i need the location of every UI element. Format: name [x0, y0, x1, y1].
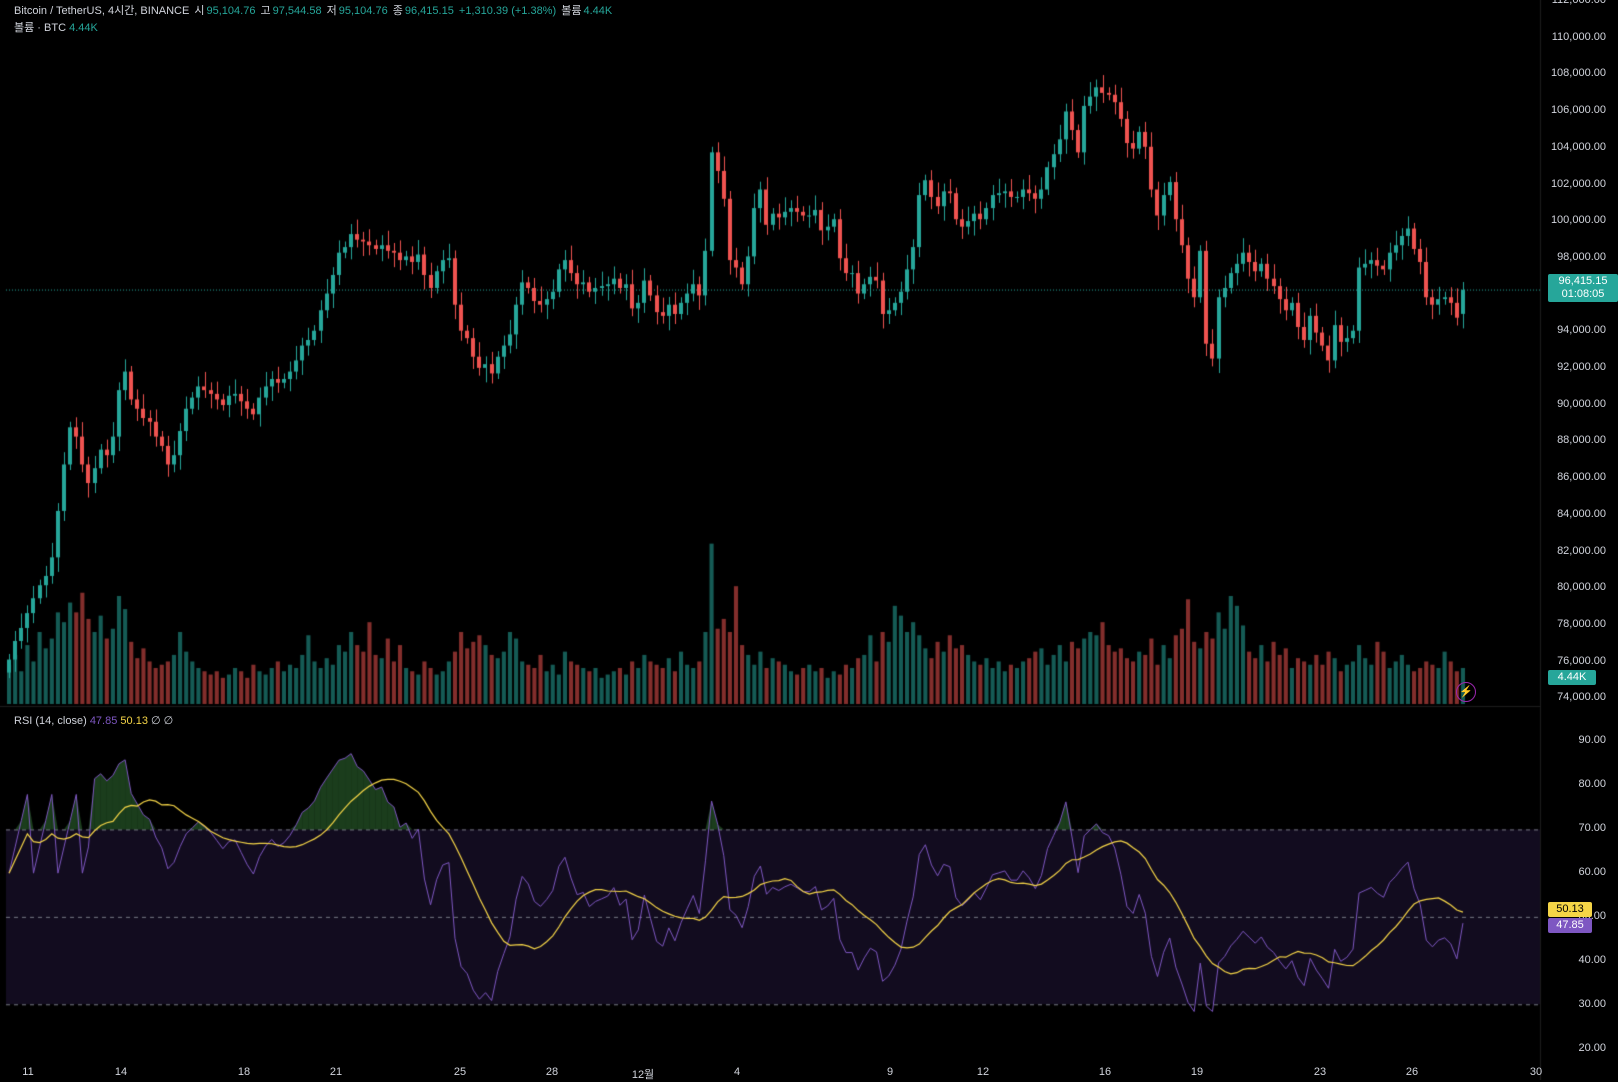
time-tick: 12	[976, 1066, 990, 1078]
rsi-tick: 80.00	[1578, 778, 1606, 790]
price-tick: 78,000.00	[1557, 617, 1606, 630]
rsi-legend-ma: 50.13	[120, 715, 148, 727]
time-tick: 21	[329, 1066, 343, 1078]
time-tick: 16	[1098, 1066, 1112, 1078]
price-tick: 80,000.00	[1557, 581, 1606, 594]
close-label: 종	[392, 5, 403, 17]
rsi-badge: 47.85	[1548, 918, 1592, 933]
close-value: 96,415.15	[404, 5, 454, 17]
volume-badge: 4.44K	[1548, 670, 1596, 685]
bar-countdown: 01:08:05	[1561, 288, 1605, 300]
high-label: 고	[260, 5, 271, 17]
rsi-tick: 30.00	[1578, 998, 1606, 1010]
time-tick: 4	[733, 1066, 741, 1078]
time-tick: 26	[1405, 1066, 1419, 1078]
rsi-tick: 40.00	[1578, 954, 1606, 966]
price-tick: 94,000.00	[1557, 324, 1606, 337]
volume-label: 볼륨	[561, 5, 582, 17]
low-value: 95,104.76	[338, 5, 388, 17]
price-tick: 102,000.00	[1550, 177, 1606, 190]
price-tick: 112,000.00	[1551, 0, 1606, 6]
price-tick: 84,000.00	[1557, 507, 1606, 520]
price-tick: 86,000.00	[1557, 471, 1606, 484]
time-tick: 25	[453, 1066, 467, 1078]
rsi-legend-na1: ∅	[151, 715, 161, 727]
price-tick: 88,000.00	[1557, 434, 1606, 447]
volume-legend-label: 볼륨 · BTC	[14, 22, 67, 34]
rsi-legend-label: RSI (14, close)	[14, 715, 87, 727]
rsi-tick: 20.00	[1578, 1042, 1606, 1054]
time-tick: 18	[237, 1066, 251, 1078]
symbol-legend: Bitcoin / TetherUS, 4시간, BINANCE 시 95,104…	[14, 2, 614, 18]
price-tick: 98,000.00	[1557, 250, 1606, 263]
rsi-legend[interactable]: RSI (14, close) 47.85 50.13 ∅ ∅	[14, 714, 173, 727]
time-tick: 30	[1529, 1066, 1543, 1078]
price-tick: 104,000.00	[1550, 140, 1606, 153]
price-tick: 100,000.00	[1550, 214, 1606, 227]
time-tick: 19	[1190, 1066, 1204, 1078]
price-tick: 110,000.00	[1551, 30, 1606, 43]
time-tick: 28	[545, 1066, 559, 1078]
rsi-legend-na2: ∅	[163, 715, 174, 727]
volume-legend[interactable]: 볼륨 · BTC 4.44K	[14, 19, 98, 35]
rsi-tick: 70.00	[1578, 822, 1606, 834]
price-tick: 76,000.00	[1557, 654, 1606, 667]
high-value: 97,544.58	[272, 5, 322, 17]
last-price-value: 96,415.15	[1558, 275, 1608, 287]
time-tick: 23	[1313, 1066, 1327, 1078]
time-tick: 11	[22, 1066, 34, 1078]
rsi-tick: 60.00	[1578, 866, 1606, 878]
price-tick: 90,000.00	[1557, 397, 1606, 410]
price-tick: 74,000.00	[1557, 691, 1606, 704]
price-tick: 106,000.00	[1550, 104, 1606, 117]
time-tick: 12월	[631, 1069, 655, 1081]
last-price-badge: 96,415.15 01:08:05	[1548, 274, 1618, 302]
price-tick: 92,000.00	[1557, 361, 1606, 373]
price-tick: 108,000.00	[1550, 67, 1606, 80]
symbol-title[interactable]: Bitcoin / TetherUS, 4시간, BINANCE	[14, 5, 190, 17]
volume-legend-value: 4.44K	[69, 22, 98, 34]
lightning-icon[interactable]: ⚡	[1456, 682, 1476, 702]
volume-value: 4.44K	[583, 5, 613, 17]
price-tick: 82,000.00	[1557, 544, 1606, 557]
low-label: 저	[326, 5, 337, 17]
open-value: 95,104.76	[206, 5, 256, 17]
rsi-ma-badge: 50.13	[1548, 902, 1592, 917]
rsi-legend-value: 47.85	[89, 715, 118, 727]
change-value: +1,310.39 (+1.38%)	[458, 5, 557, 17]
time-tick: 9	[886, 1066, 894, 1078]
rsi-tick: 90.00	[1578, 734, 1606, 746]
time-tick: 14	[114, 1066, 128, 1078]
open-label: 시	[194, 5, 205, 17]
